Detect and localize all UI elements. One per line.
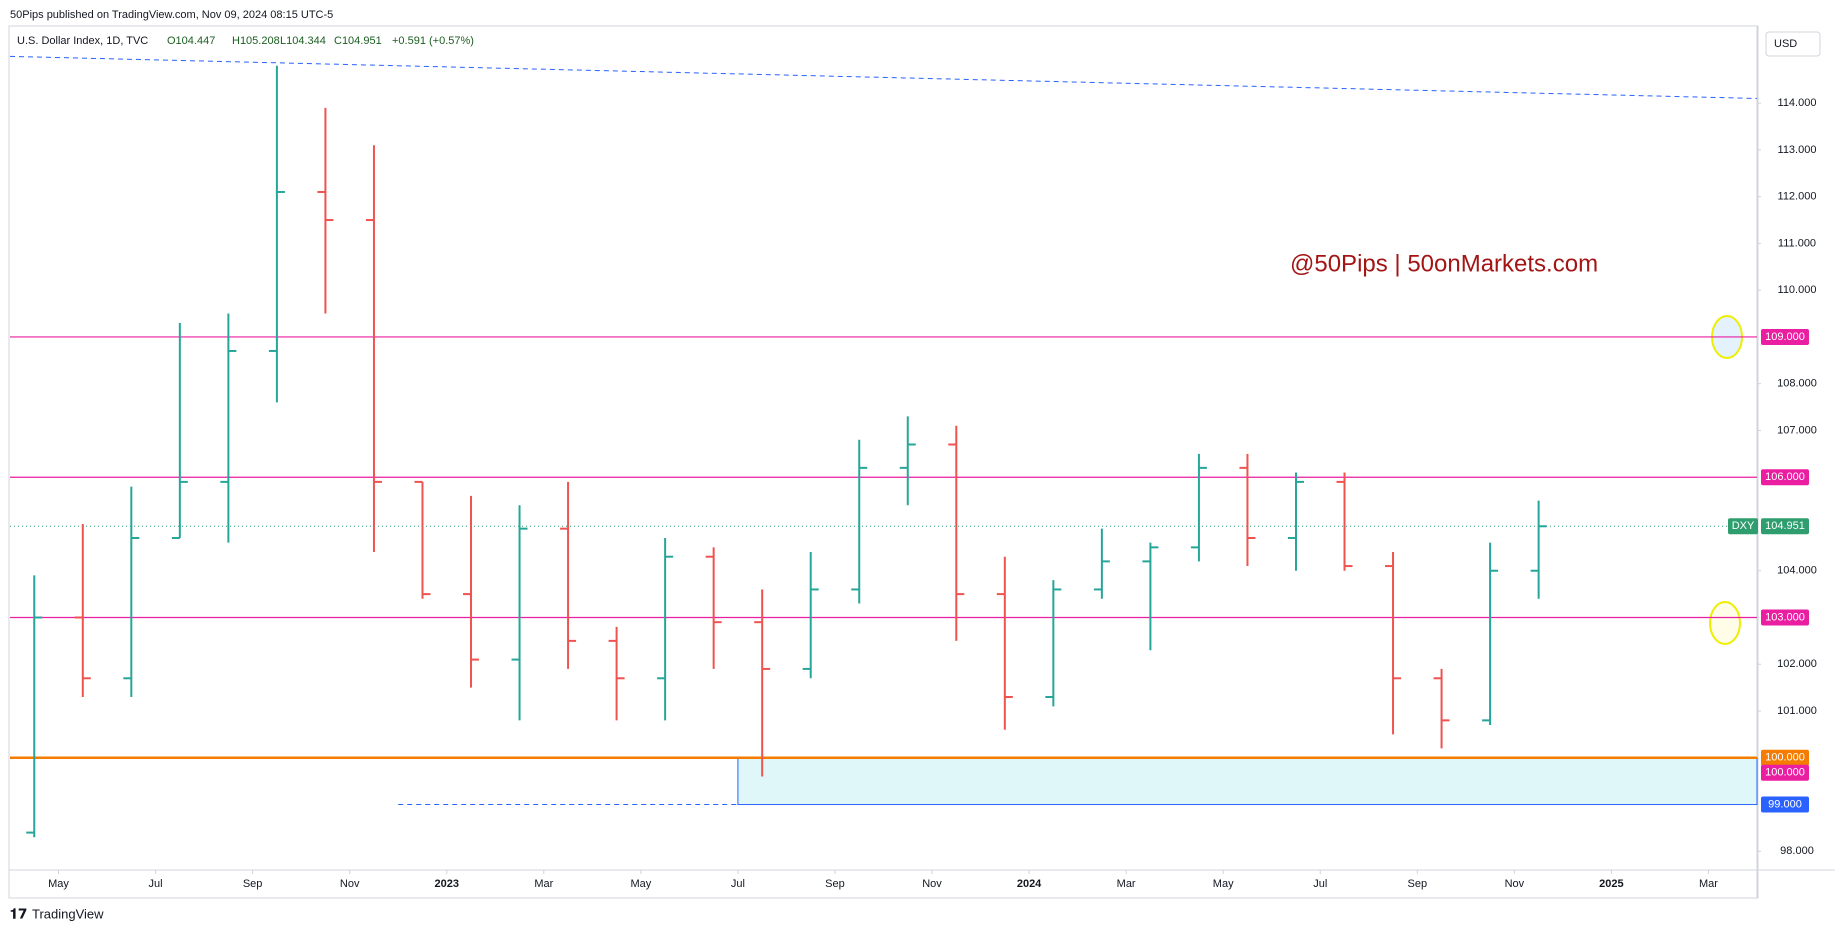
x-tick-label: May bbox=[630, 878, 651, 890]
y-tick-label: 108.000 bbox=[1777, 378, 1817, 390]
ohlc-bar bbox=[1482, 542, 1499, 726]
ohlc-bar bbox=[171, 322, 188, 540]
ohlc-bar bbox=[365, 145, 382, 553]
ohlc-bar bbox=[560, 481, 577, 669]
ohlc-bar bbox=[899, 416, 916, 506]
x-tick-label: Nov bbox=[340, 878, 360, 890]
price-label-bg bbox=[1761, 518, 1809, 535]
ohlc-bar bbox=[948, 425, 965, 641]
ohlc-bar bbox=[1287, 472, 1304, 571]
zone bbox=[737, 757, 1758, 806]
x-tick-label: May bbox=[1213, 878, 1234, 890]
level-label-bg bbox=[1761, 764, 1809, 781]
x-tick-label: Nov bbox=[922, 878, 942, 890]
currency: USD bbox=[1774, 38, 1797, 50]
brand: TradingView bbox=[32, 906, 104, 921]
ohlc-bar bbox=[1093, 528, 1110, 599]
level-label-bg bbox=[1761, 328, 1809, 345]
level-label: 109.000 bbox=[1765, 331, 1805, 343]
y-tick-label: 111.000 bbox=[1778, 237, 1816, 249]
level-label-bg bbox=[1761, 609, 1809, 626]
zone-label-bg bbox=[1761, 796, 1809, 813]
x-tick-label: Jul bbox=[149, 878, 163, 890]
ohlc-bar bbox=[1336, 472, 1353, 571]
ohlc-bar bbox=[74, 523, 91, 697]
x-tick-label: Nov bbox=[1505, 878, 1525, 890]
x-tick-label: Jul bbox=[731, 878, 745, 890]
ohlc-bar bbox=[705, 547, 722, 669]
y-tick-label: 113.000 bbox=[1778, 144, 1817, 156]
x-tick-label: 2023 bbox=[435, 878, 459, 890]
x-tick-label: 2024 bbox=[1017, 878, 1042, 890]
level-label: 106.000 bbox=[1765, 471, 1805, 483]
legend-low: L104.344 bbox=[280, 35, 326, 47]
trendline bbox=[9, 55, 1758, 99]
x-tick-label: Mar bbox=[1699, 878, 1718, 890]
ohlc-bar bbox=[851, 439, 868, 604]
watermark: @50Pips | 50onMarkets.com bbox=[1290, 250, 1598, 277]
x-tick-label: Mar bbox=[1117, 878, 1136, 890]
publisher: 50Pips published on TradingView.com, Nov… bbox=[10, 9, 333, 21]
ohlc-bar bbox=[1530, 500, 1547, 599]
level-label-bg bbox=[1761, 749, 1809, 766]
level-label: 100.000 bbox=[1765, 767, 1805, 779]
currency-box[interactable] bbox=[1765, 31, 1821, 57]
y-tick-label: 114.000 bbox=[1778, 97, 1817, 109]
x-tick-label: Jul bbox=[1313, 878, 1327, 890]
legend-symbol: U.S. Dollar Index, 1D, TVC bbox=[17, 35, 148, 47]
legend-change: +0.591 (+0.57%) bbox=[392, 35, 474, 47]
ohlc-bar bbox=[996, 556, 1013, 730]
ohlc-bar bbox=[608, 626, 625, 721]
ohlc-bar bbox=[1045, 580, 1062, 707]
y-tick-label: 101.000 bbox=[1777, 705, 1817, 717]
ohlc-bar bbox=[220, 313, 237, 543]
ohlc-bar bbox=[414, 480, 431, 599]
x-tick-label: Sep bbox=[825, 878, 845, 890]
level-label: 103.000 bbox=[1765, 611, 1805, 623]
y-tick-label: 112.000 bbox=[1778, 191, 1817, 203]
level-label: 100.000 bbox=[1765, 752, 1805, 764]
ohlc-bar bbox=[511, 505, 528, 721]
ohlc-bar bbox=[268, 65, 285, 403]
x-tick-label: May bbox=[48, 878, 69, 890]
ohlc-bar bbox=[1190, 453, 1207, 562]
ohlc-bar bbox=[657, 538, 674, 721]
x-tick-label: Mar bbox=[534, 878, 553, 890]
x-tick-label: 2025 bbox=[1599, 878, 1623, 890]
symbol-label-bg bbox=[1728, 518, 1758, 535]
y-tick-label: 110.000 bbox=[1778, 284, 1817, 296]
legend-open: O104.447 bbox=[167, 35, 215, 47]
price-label: 104.951 bbox=[1765, 520, 1805, 532]
legend-high: H105.208 bbox=[232, 35, 280, 47]
x-tick-label: Sep bbox=[1408, 878, 1428, 890]
ohlc-bar bbox=[463, 495, 480, 688]
ohlc-bar bbox=[754, 589, 771, 777]
zone-label: 99.000 bbox=[1768, 798, 1802, 810]
ohlc-bar bbox=[1142, 542, 1159, 651]
ohlc-bar bbox=[317, 107, 334, 314]
x-tick-label: Sep bbox=[243, 878, 263, 890]
marker-ellipse bbox=[1709, 601, 1741, 645]
plot-frame bbox=[8, 25, 1759, 899]
ohlc-bar bbox=[1239, 453, 1256, 567]
ohlc-bar bbox=[802, 552, 819, 679]
symbol-label: DXY bbox=[1732, 520, 1755, 532]
ohlc-bar bbox=[1385, 552, 1402, 735]
legend-close: C104.951 bbox=[334, 35, 382, 47]
ohlc-bar bbox=[123, 486, 140, 697]
y-tick-label: 102.000 bbox=[1777, 658, 1817, 670]
ohlc-bar bbox=[26, 575, 43, 838]
logo-mark: 𝟏𝟳 bbox=[10, 906, 28, 922]
tradingview-logo: 𝟏𝟳 TradingView bbox=[10, 906, 104, 922]
y-tick-label: 98.000 bbox=[1780, 845, 1814, 857]
ohlc-bar bbox=[1433, 668, 1450, 749]
level-label-bg bbox=[1761, 469, 1809, 486]
y-tick-label: 104.000 bbox=[1777, 565, 1817, 577]
y-tick-label: 107.000 bbox=[1777, 424, 1817, 436]
